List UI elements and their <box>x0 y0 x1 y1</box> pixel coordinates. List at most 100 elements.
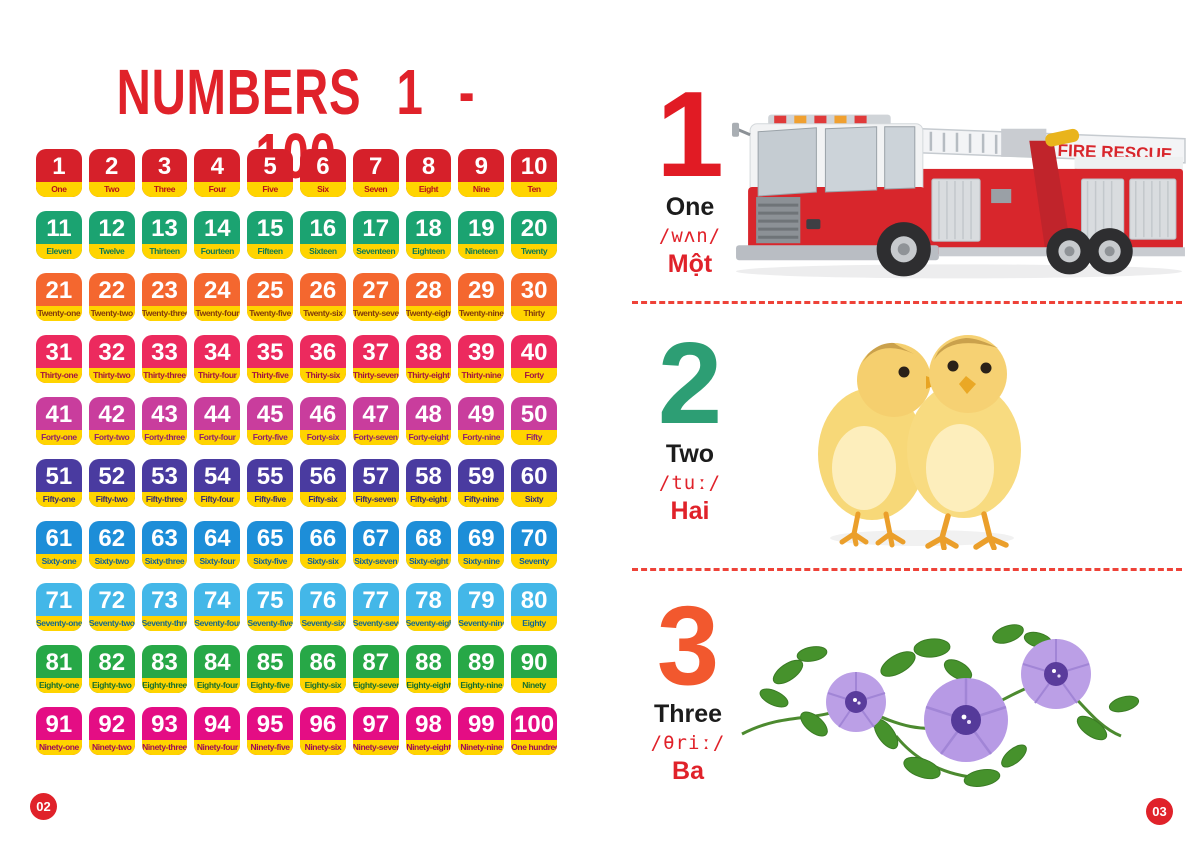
number-tile-50: 50 Fifty <box>511 397 557 445</box>
tile-number: 13 <box>151 214 178 242</box>
number-tile-14: 14 Fourteen <box>194 211 241 259</box>
tile-word: Fifty-seven <box>352 492 399 507</box>
number-tile-79: 79 Seventy-nine <box>458 583 505 631</box>
tile-word: Eighty-one <box>36 678 82 693</box>
tile-word: Fifty-one <box>36 492 82 507</box>
tile-number: 60 <box>520 462 548 490</box>
tile-word: Sixty-one <box>36 554 82 569</box>
number-tile-21: 21 Twenty-one <box>36 273 82 321</box>
tile-word: Twenty-nine <box>458 306 505 321</box>
tile-word: Thirty-seven <box>352 368 399 383</box>
tile-number: 45 <box>256 400 284 428</box>
entry-three-word: Three <box>653 700 723 729</box>
entry-two-phonetic: /tuː/ <box>658 471 722 494</box>
tile-number: 42 <box>98 400 126 428</box>
tile-word: Fifty-six <box>299 492 346 507</box>
number-tile-11: 11 Eleven <box>36 211 82 259</box>
tile-number: 17 <box>362 214 390 242</box>
tile-word: Fifty-two <box>88 492 135 507</box>
tile-word: Sixty-nine <box>458 554 505 569</box>
section-divider <box>632 301 1182 304</box>
number-tile-19: 19 Nineteen <box>458 211 505 259</box>
tile-word: Fifty <box>511 430 557 445</box>
tile-word: Twenty-five <box>247 306 293 321</box>
tile-number: 83 <box>151 648 178 676</box>
tile-word: Ninety-seven <box>352 740 399 755</box>
tile-number: 14 <box>203 214 231 242</box>
tile-word: Twenty-three <box>141 306 188 321</box>
tile-number: 90 <box>520 648 548 676</box>
tile-number: 58 <box>415 462 442 490</box>
tile-word: Four <box>194 182 241 197</box>
tile-word: Thirteen <box>141 244 188 259</box>
number-tile-82: 82 Eighty-two <box>88 645 135 693</box>
tile-number: 22 <box>98 276 126 304</box>
tile-number: 54 <box>203 462 231 490</box>
tile-number: 72 <box>98 586 126 614</box>
number-tile-27: 27 Twenty-seven <box>352 273 399 321</box>
tile-number: 19 <box>467 214 495 242</box>
tile-word: Twelve <box>88 244 135 259</box>
tile-number: 38 <box>415 338 442 366</box>
tile-number: 8 <box>421 152 436 180</box>
number-tile-38: 38 Thirty-eight <box>405 335 452 383</box>
tile-number: 9 <box>474 152 488 180</box>
number-tile-16: 16 Sixteen <box>299 211 346 259</box>
tile-word: Thirty-four <box>194 368 241 383</box>
number-tile-39: 39 Thirty-nine <box>458 335 505 383</box>
number-tile-63: 63 Sixty-three <box>141 521 188 569</box>
tile-number: 75 <box>256 586 284 614</box>
tile-number: 93 <box>151 710 178 738</box>
tile-word: Five <box>247 182 293 197</box>
number-tile-83: 83 Eighty-three <box>141 645 188 693</box>
tile-word: Forty-nine <box>458 430 505 445</box>
fire-truck-image: FIRE RESCUE <box>732 114 1186 279</box>
tile-word: Eighty-two <box>88 678 135 693</box>
tile-word: Nineteen <box>458 244 505 259</box>
tile-number: 33 <box>151 338 178 366</box>
tile-word: Seventeen <box>352 244 399 259</box>
number-tile-89: 89 Eighty-nine <box>458 645 505 693</box>
tile-number: 15 <box>256 214 284 242</box>
tile-word: Thirty-eight <box>405 368 452 383</box>
tile-number: 96 <box>309 710 337 738</box>
tile-word: Thirty <box>511 306 557 321</box>
tile-word: Forty-four <box>194 430 241 445</box>
tile-number: 36 <box>309 338 337 366</box>
tile-number: 47 <box>362 400 390 428</box>
tile-number: 49 <box>467 400 495 428</box>
entry-one: 1 One /wʌn/ Một <box>628 73 752 279</box>
tile-number: 7 <box>369 152 383 180</box>
tile-number: 78 <box>415 586 442 614</box>
tile-word: Eighty-nine <box>458 678 505 693</box>
number-tile-56: 56 Fifty-six <box>299 459 346 507</box>
number-tile-18: 18 Eighteen <box>405 211 452 259</box>
tile-number: 67 <box>362 524 390 552</box>
tile-word: Twenty <box>511 244 557 259</box>
tile-word: One <box>36 182 82 197</box>
tile-word: Eighteen <box>405 244 452 259</box>
number-tile-96: 96 Ninety-six <box>299 707 346 755</box>
number-tile-94: 94 Ninety-four <box>194 707 241 755</box>
tile-word: Forty-six <box>299 430 346 445</box>
number-tile-30: 30 Thirty <box>511 273 557 321</box>
tile-word: Forty-two <box>88 430 135 445</box>
tile-word: Ninety-eight <box>405 740 452 755</box>
entry-two-numeral: 2 <box>657 318 723 448</box>
tile-word: Forty-five <box>247 430 293 445</box>
tile-word: Ninety-one <box>36 740 82 755</box>
tile-number: 91 <box>45 710 73 738</box>
number-tile-86: 86 Eighty-six <box>299 645 346 693</box>
number-tile-53: 53 Fifty-three <box>141 459 188 507</box>
tile-word: Three <box>141 182 188 197</box>
tile-number: 3 <box>157 152 172 180</box>
number-tile-85: 85 Eighty-five <box>247 645 293 693</box>
tile-word: Eighty-three <box>141 678 188 693</box>
tile-word: Seventy-three <box>141 616 188 631</box>
tile-word: Fifty-five <box>247 492 293 507</box>
chicks-image <box>818 335 1021 550</box>
tile-number: 5 <box>263 152 277 180</box>
tile-word: Forty-eight <box>405 430 452 445</box>
tile-number: 39 <box>467 338 495 366</box>
tile-word: Forty <box>511 368 557 383</box>
